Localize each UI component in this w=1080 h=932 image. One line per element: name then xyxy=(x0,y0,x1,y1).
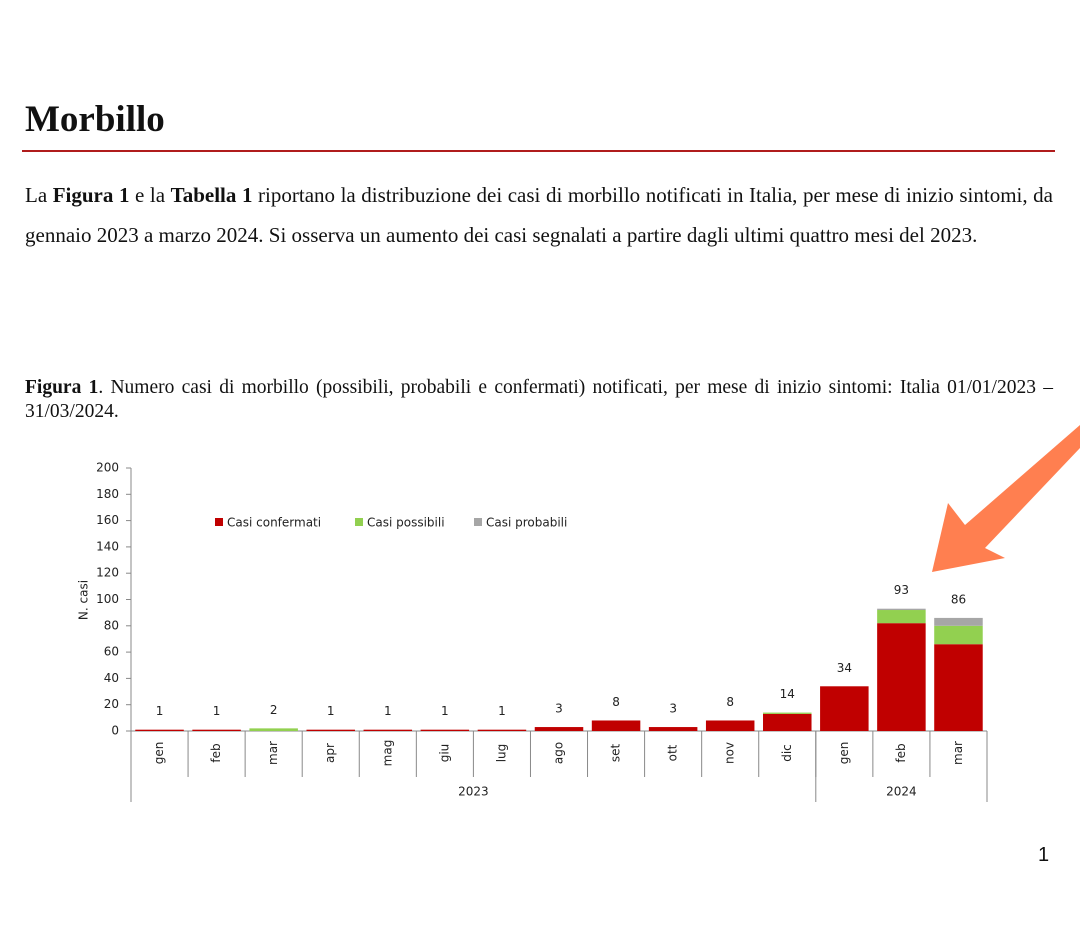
y-axis-label: N. casi xyxy=(77,580,91,620)
total-label: 1 xyxy=(156,704,164,718)
legend-swatch xyxy=(355,518,363,526)
total-label: 1 xyxy=(384,704,392,718)
total-label: 1 xyxy=(441,704,449,718)
text: . Numero casi di morbillo (possibili, pr… xyxy=(25,377,1053,422)
x-tick-label: ago xyxy=(552,742,566,764)
bar-segment xyxy=(763,713,812,731)
bar-segment xyxy=(705,720,755,731)
legend-swatch xyxy=(474,518,482,526)
bar-segment xyxy=(534,727,584,731)
y-tick-label: 160 xyxy=(96,513,119,527)
x-tick-label: lug xyxy=(494,744,508,763)
x-tick-label: gen xyxy=(837,742,851,765)
x-tick-label: feb xyxy=(209,743,223,762)
total-label: 34 xyxy=(837,661,852,675)
chart: 0 20 40 60 80 100 120 140 160 180 200 N. casi gen 1 fe… xyxy=(77,461,988,802)
y-tick-label: 200 xyxy=(96,461,119,475)
group-label: 2024 xyxy=(886,785,917,799)
total-label: 86 xyxy=(951,592,966,606)
legend-label: Casi probabili xyxy=(486,516,567,530)
total-label: 3 xyxy=(669,702,677,716)
x-tick-label: nov xyxy=(723,742,737,764)
text: riportano la distribuzione dei casi di m… xyxy=(25,183,1054,247)
arrow xyxy=(932,425,1080,572)
paragraph: La Figura 1 e la Tabella 1 riportano la … xyxy=(25,175,1053,255)
bold-text: Figura 1 xyxy=(25,377,99,398)
x-tick-label: apr xyxy=(323,743,337,763)
group-label: 2023 xyxy=(458,785,489,799)
total-label: 1 xyxy=(213,704,221,718)
legend-swatch xyxy=(215,518,223,526)
total-label: 93 xyxy=(894,583,909,597)
y-tick-label: 80 xyxy=(104,618,119,632)
x-tick-label: gen xyxy=(152,742,166,765)
bar-segment xyxy=(363,729,413,731)
y-tick-label: 40 xyxy=(104,671,119,685)
bar-segment xyxy=(591,720,641,731)
bar-segment xyxy=(135,729,184,731)
y-tick-label: 20 xyxy=(104,697,119,711)
y-tick-label: 120 xyxy=(96,566,119,580)
bold-text: Figura 1 xyxy=(52,183,130,207)
figure-caption: Figura 1. Numero casi di morbillo (possi… xyxy=(25,376,1053,424)
bar-segment xyxy=(877,623,926,731)
bar-segment xyxy=(820,686,869,731)
text: e la xyxy=(129,183,171,207)
x-tick-label: giu xyxy=(437,744,451,763)
y-tick-label: 0 xyxy=(111,724,119,738)
heading-rule xyxy=(22,150,1055,152)
total-label: 8 xyxy=(612,695,620,709)
heading: Morbillo xyxy=(25,99,165,140)
y-tick-label: 100 xyxy=(96,592,119,606)
bar-segment xyxy=(934,617,983,626)
total-label: 14 xyxy=(780,687,795,701)
bar-segment xyxy=(306,729,355,731)
bar-segment xyxy=(420,729,470,731)
bar-segment xyxy=(648,727,698,731)
bar-segment xyxy=(877,608,926,611)
bar-segment xyxy=(763,712,812,714)
total-label: 1 xyxy=(327,704,335,718)
x-tick-label: mag xyxy=(380,740,394,767)
bar-segment xyxy=(934,644,983,731)
total-label: 8 xyxy=(726,695,734,709)
y-tick-label: 140 xyxy=(96,539,119,553)
total-label: 2 xyxy=(270,703,278,717)
bar-segment xyxy=(249,728,298,731)
legend-label: Casi possibili xyxy=(367,516,445,530)
x-tick-label: dic xyxy=(780,744,794,762)
bar-segment xyxy=(192,729,241,731)
x-tick-label: feb xyxy=(894,743,908,762)
bar-segment xyxy=(877,610,926,624)
page-number: 1 xyxy=(1038,844,1050,866)
legend-label: Casi confermati xyxy=(227,516,321,530)
x-tick-label: mar xyxy=(266,741,280,765)
bar-segment xyxy=(934,625,983,645)
text: La xyxy=(25,183,53,207)
x-tick-label: set xyxy=(609,744,623,763)
bold-text: Tabella 1 xyxy=(170,183,253,207)
y-tick-label: 60 xyxy=(104,645,119,659)
total-label: 1 xyxy=(498,704,506,718)
bar-segment xyxy=(477,729,527,731)
x-tick-label: mar xyxy=(951,741,965,765)
total-label: 3 xyxy=(555,702,563,716)
x-tick-label: ott xyxy=(666,744,680,761)
y-tick-label: 180 xyxy=(96,487,119,501)
